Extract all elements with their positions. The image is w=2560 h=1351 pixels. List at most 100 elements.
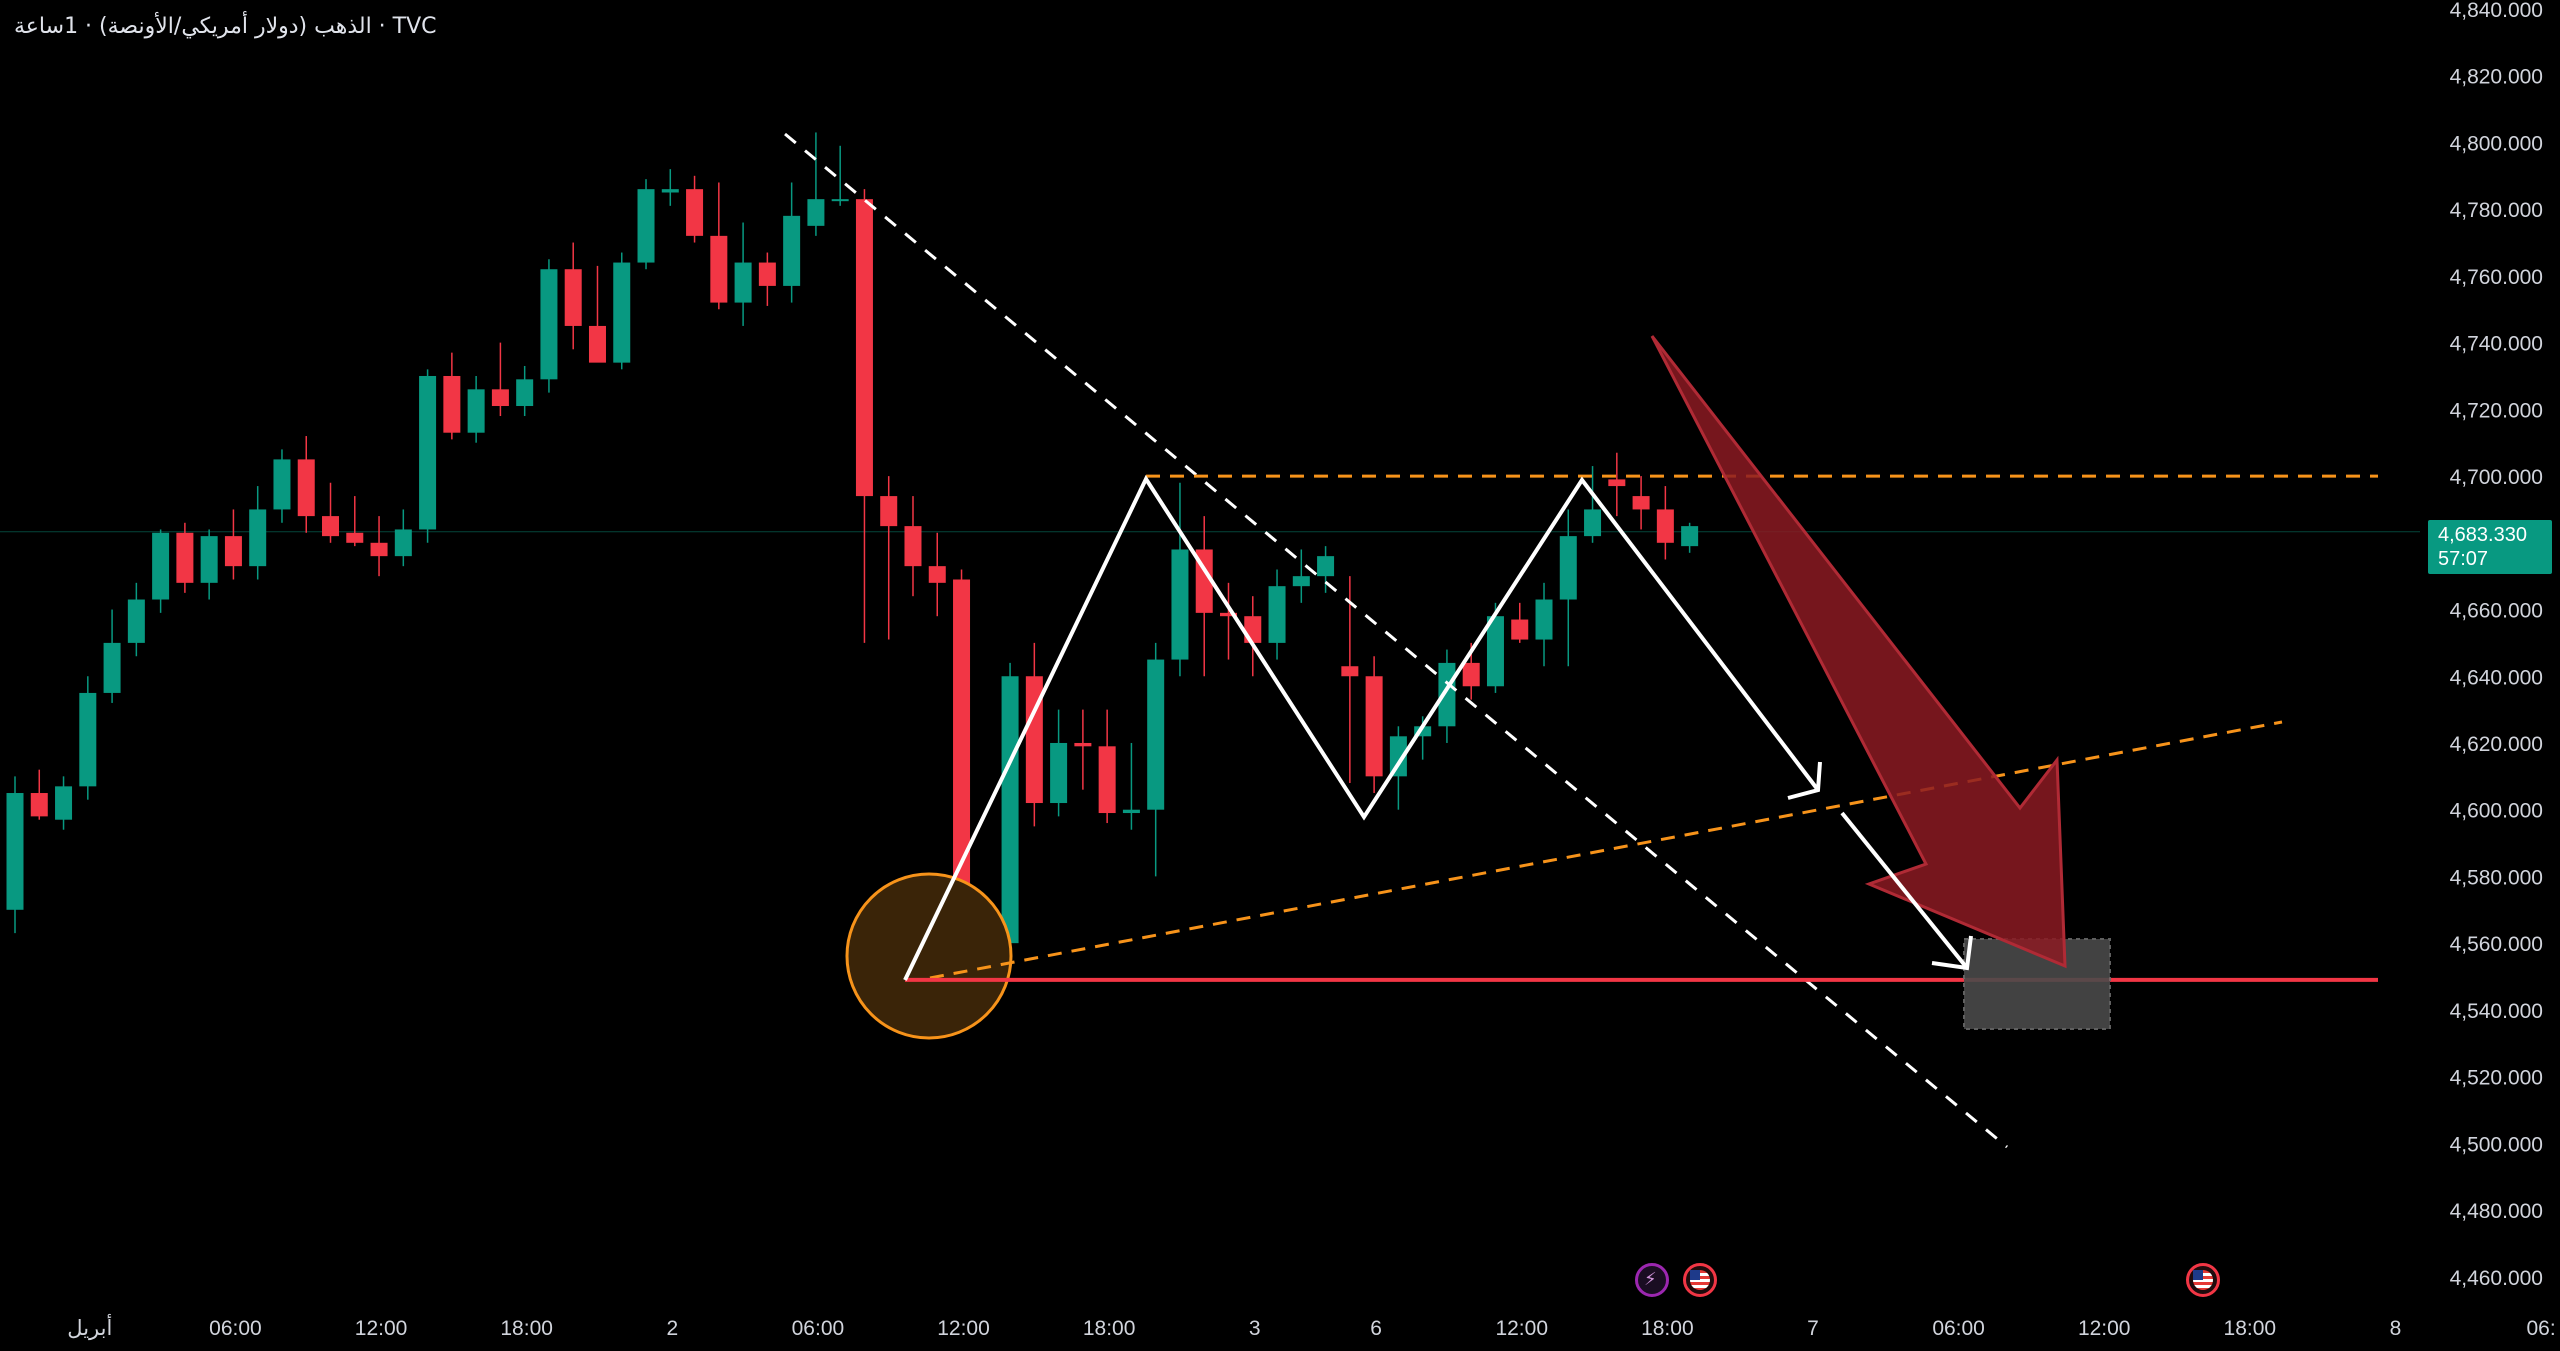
candle-body — [831, 199, 849, 202]
candle-body — [880, 496, 898, 527]
price-tick-label: 4,520.000 — [2450, 1067, 2543, 1090]
us-flag-icon[interactable] — [2186, 1263, 2220, 1297]
rising-dashed-line — [929, 720, 2283, 980]
price-tick-label: 4,480.000 — [2450, 1200, 2543, 1223]
candle-body — [1414, 726, 1432, 737]
candle-body — [1098, 746, 1116, 814]
lightning-icon[interactable] — [1635, 1263, 1669, 1297]
time-tick-label: 06:00 — [1932, 1317, 1985, 1340]
low-highlight-circle — [845, 872, 1013, 1040]
candle-body — [419, 375, 437, 530]
candle-body — [1025, 676, 1043, 804]
candle-body — [1001, 676, 1019, 944]
price-tick-label: 4,840.000 — [2450, 0, 2543, 22]
time-tick-label: 12:00 — [2078, 1317, 2131, 1340]
candle-body — [1341, 666, 1359, 677]
candle-body — [467, 389, 485, 433]
current-price-badge: 4,683.330 57:07 — [2428, 520, 2552, 574]
candle-body — [1147, 659, 1165, 810]
candle-body — [807, 199, 825, 226]
price-tick-label: 4,800.000 — [2450, 132, 2543, 155]
candle-body — [322, 516, 340, 537]
candle-body — [904, 526, 922, 567]
time-tick-label: 06: — [2526, 1317, 2555, 1340]
candle-body — [1681, 526, 1699, 547]
candle-body — [1511, 619, 1529, 640]
candle-body — [127, 599, 145, 643]
candle-body — [613, 262, 631, 363]
candle-body — [1292, 576, 1310, 587]
candle-body — [370, 542, 388, 557]
candle-body — [540, 269, 558, 380]
candles-layer — [6, 132, 1699, 1010]
candle-body — [1268, 586, 1286, 643]
candle-body — [710, 235, 728, 303]
candle-body — [928, 566, 946, 583]
candle-body — [1486, 616, 1504, 687]
candle-body — [443, 375, 461, 433]
candle-body — [1171, 549, 1189, 660]
price-tick-label: 4,820.000 — [2450, 66, 2543, 89]
current-price-label: 4,683.330 — [2438, 524, 2527, 546]
candle-body — [1584, 509, 1602, 537]
big-down-arrow — [1650, 335, 2067, 969]
candle-body — [224, 536, 242, 567]
candle-body — [491, 389, 509, 407]
candle-body — [1389, 736, 1407, 777]
candle-body — [249, 509, 267, 567]
zigzag-arrowhead — [1787, 761, 1822, 800]
candle-body — [6, 793, 24, 910]
time-tick-label: 18:00 — [1641, 1317, 1694, 1340]
candle-body — [1632, 496, 1650, 510]
price-tick-label: 4,580.000 — [2450, 866, 2543, 889]
candle-body — [758, 262, 776, 286]
time-tick-label: 18:00 — [1083, 1317, 1136, 1340]
price-tick-label: 4,700.000 — [2450, 466, 2543, 489]
candle-body — [516, 379, 534, 407]
candle-body — [1074, 742, 1092, 747]
candle-body — [1462, 662, 1480, 687]
candle-body — [176, 532, 194, 583]
candle-body — [273, 459, 291, 510]
candle-body — [103, 642, 121, 693]
candle-body — [855, 199, 873, 497]
price-tick-label: 4,500.000 — [2450, 1133, 2543, 1156]
price-tick-label: 4,600.000 — [2450, 800, 2543, 823]
candle-body — [661, 189, 679, 193]
time-tick-label: 12:00 — [355, 1317, 408, 1340]
candle-body — [1559, 536, 1577, 600]
price-axis[interactable]: 4,460.000 4,480.000 4,500.000 4,520.000 4,54… — [2450, 0, 2543, 1290]
projection-arrowhead — [1931, 935, 1973, 971]
price-tick-label: 4,760.000 — [2450, 266, 2543, 289]
candle-body — [1365, 676, 1383, 777]
time-tick-label: 18:00 — [2224, 1317, 2277, 1340]
candle-body — [55, 786, 73, 820]
candle-body — [783, 215, 801, 286]
time-tick-label: 2 — [666, 1317, 678, 1340]
price-tick-label: 4,720.000 — [2450, 399, 2543, 422]
candle-body — [588, 325, 606, 363]
time-tick-label: 18:00 — [500, 1317, 553, 1340]
candle-body — [686, 189, 704, 236]
us-flag-icon[interactable] — [1683, 1263, 1717, 1297]
candle-body — [1656, 509, 1674, 543]
time-tick-label: 6 — [1370, 1317, 1382, 1340]
price-tick-label: 4,540.000 — [2450, 1000, 2543, 1023]
projection-line — [1840, 811, 1969, 970]
time-tick-label: 8 — [2390, 1317, 2402, 1340]
drawings-layer — [784, 132, 2378, 1149]
time-tick-label: 3 — [1249, 1317, 1261, 1340]
price-tick-label: 4,560.000 — [2450, 933, 2543, 956]
candle-body — [1317, 556, 1335, 577]
time-axis[interactable]: أبريل 06:00 12:00 18:00 2 06:00 12:00 18:00 3 6 12… — [67, 1313, 2555, 1341]
price-tick-label: 4,460.000 — [2450, 1267, 2543, 1290]
zigzag-pattern-line — [903, 474, 1820, 981]
candle-body — [346, 532, 364, 543]
candle-body — [637, 189, 655, 263]
candle-body — [297, 459, 315, 517]
time-tick-label: 06:00 — [209, 1317, 262, 1340]
price-tick-label: 4,780.000 — [2450, 199, 2543, 222]
candle-body — [1050, 742, 1068, 804]
symbol-title[interactable]: TVC · الذهب (دولار أمريكي/الأونصة) · 1سا… — [14, 14, 437, 39]
